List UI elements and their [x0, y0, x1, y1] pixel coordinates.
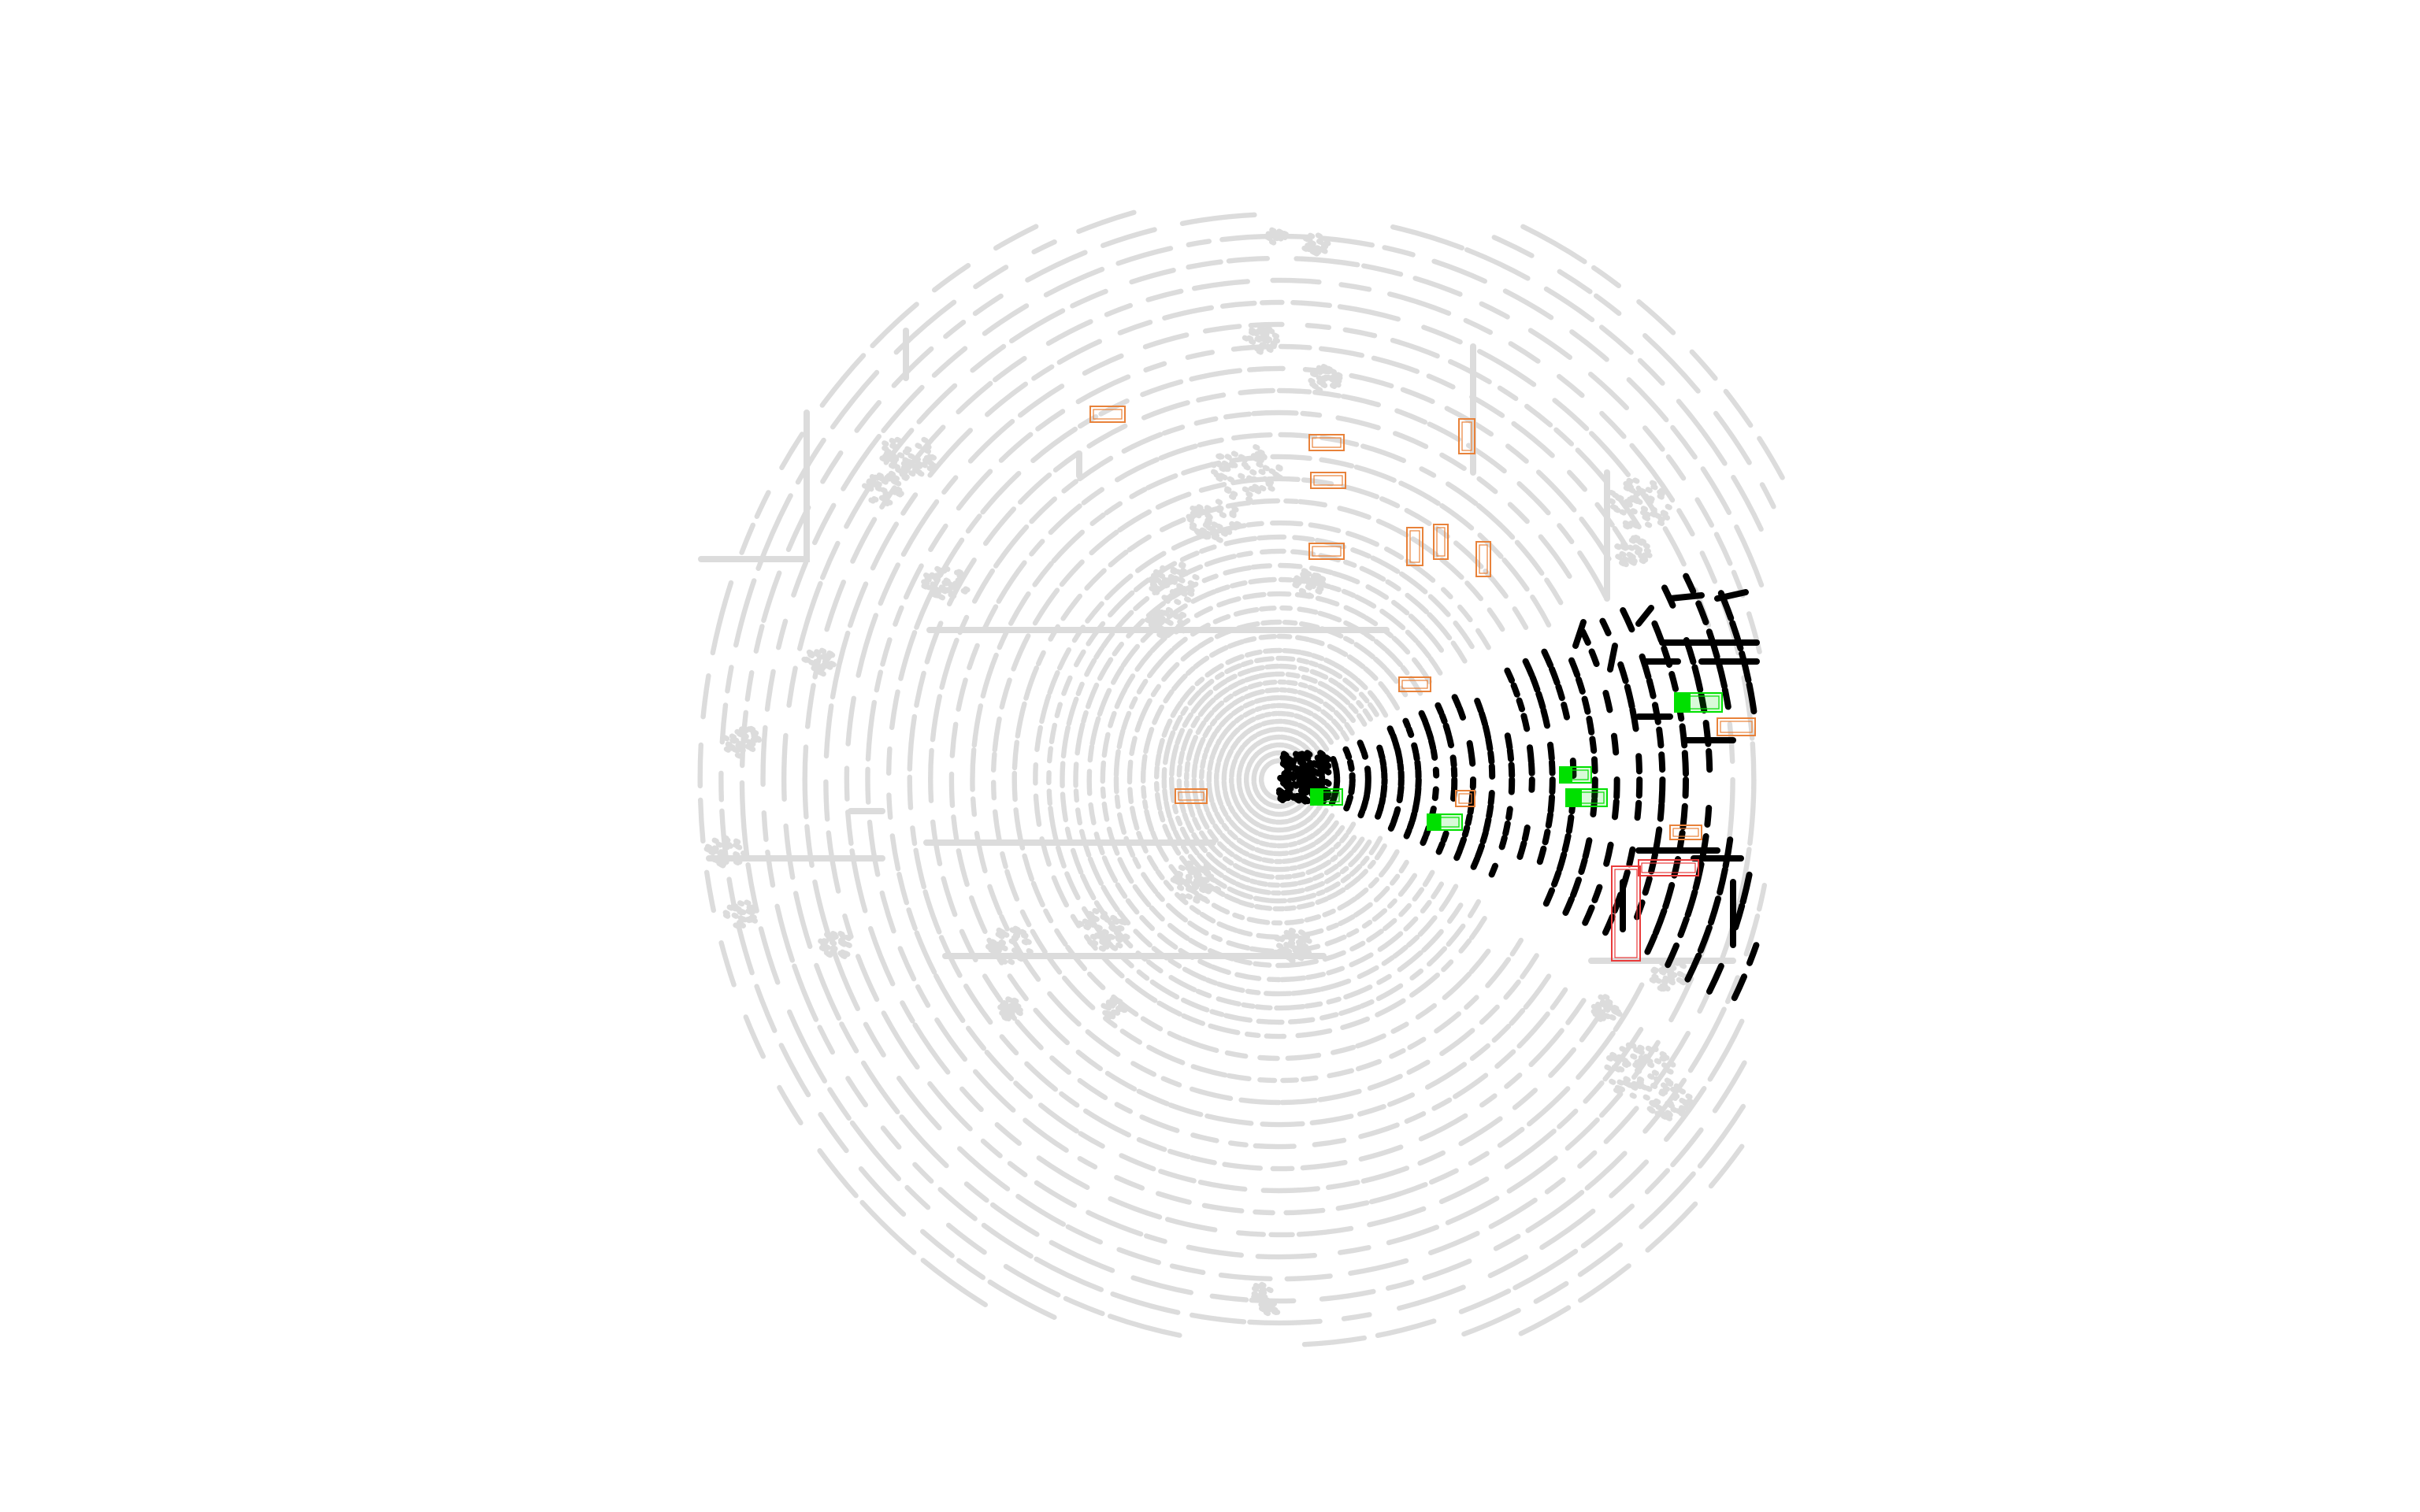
orange-annotation-box: [1406, 527, 1423, 566]
orange-annotation-box: [1433, 524, 1449, 560]
box-inner-outline: [1614, 869, 1638, 958]
green-annotation-box: [1427, 813, 1463, 831]
orange-annotation-box: [1717, 717, 1756, 736]
box-inner-outline: [1313, 475, 1343, 486]
box-inner-outline: [1461, 421, 1472, 451]
fov-structure-points-14: [1607, 643, 1618, 673]
box-inner-outline: [1672, 828, 1699, 837]
box-outline: [1310, 472, 1346, 489]
box-outline: [1458, 418, 1475, 454]
orange-annotation-box: [1475, 541, 1491, 577]
orange-annotation-box: [1310, 472, 1346, 489]
box-outline: [1638, 859, 1699, 876]
orange-annotation-box: [1398, 676, 1431, 692]
box-inner-outline: [1178, 791, 1204, 801]
box-inner-outline: [1436, 527, 1446, 557]
box-inner-outline: [1401, 680, 1428, 689]
orange-annotation-box: [1669, 825, 1702, 840]
orange-annotation-box: [1308, 543, 1345, 560]
fov-structure-points-13: [1572, 619, 1587, 649]
green-annotation-box: [1310, 788, 1343, 806]
annotation-boxes: [1089, 406, 1756, 962]
green-annotation-box: [1674, 692, 1723, 713]
box-outline: [1308, 434, 1345, 451]
box-outline: [1398, 676, 1431, 692]
box-points-fill: [1675, 693, 1691, 712]
green-annotation-box: [1559, 766, 1592, 784]
fov-structure-points-1: [1667, 592, 1705, 602]
box-inner-outline: [1720, 721, 1753, 733]
box-points-fill: [1566, 789, 1582, 806]
box-inner-outline: [1312, 437, 1342, 448]
box-outline: [1717, 717, 1756, 736]
orange-annotation-box: [1458, 418, 1475, 454]
box-outline: [1175, 788, 1208, 804]
box-outline: [1089, 406, 1126, 423]
box-inner-outline: [1458, 793, 1472, 804]
box-outline: [1611, 865, 1641, 962]
red-annotation-box: [1638, 859, 1699, 876]
box-outline: [1475, 541, 1491, 577]
fov-structure-points-3: [1635, 605, 1654, 627]
red-annotation-box: [1611, 865, 1641, 962]
box-points-fill: [1427, 814, 1442, 830]
box-inner-outline: [1312, 546, 1342, 557]
structure-edge-points-1: [698, 410, 810, 562]
box-outline: [1455, 790, 1475, 807]
box-inner-outline: [1093, 409, 1123, 420]
fov-structure-points-2: [1714, 589, 1749, 602]
box-outline: [1308, 543, 1345, 560]
orange-annotation-box: [1175, 788, 1208, 804]
orange-annotation-box: [1308, 434, 1345, 451]
lidar-background-points: [697, 209, 1785, 1347]
box-inner-outline: [1641, 862, 1696, 873]
box-inner-outline: [1479, 544, 1488, 574]
scan-ring-points: [697, 209, 1785, 1347]
box-inner-outline: [1409, 530, 1420, 563]
box-outline: [1406, 527, 1423, 566]
box-outline: [1433, 524, 1449, 560]
box-outline: [1669, 825, 1702, 840]
green-annotation-box: [1565, 788, 1608, 807]
vegetation-points: [703, 227, 1694, 1317]
orange-annotation-box: [1089, 406, 1126, 423]
box-points-fill: [1311, 789, 1323, 805]
orange-annotation-box: [1455, 790, 1475, 807]
box-points-fill: [1560, 767, 1572, 783]
